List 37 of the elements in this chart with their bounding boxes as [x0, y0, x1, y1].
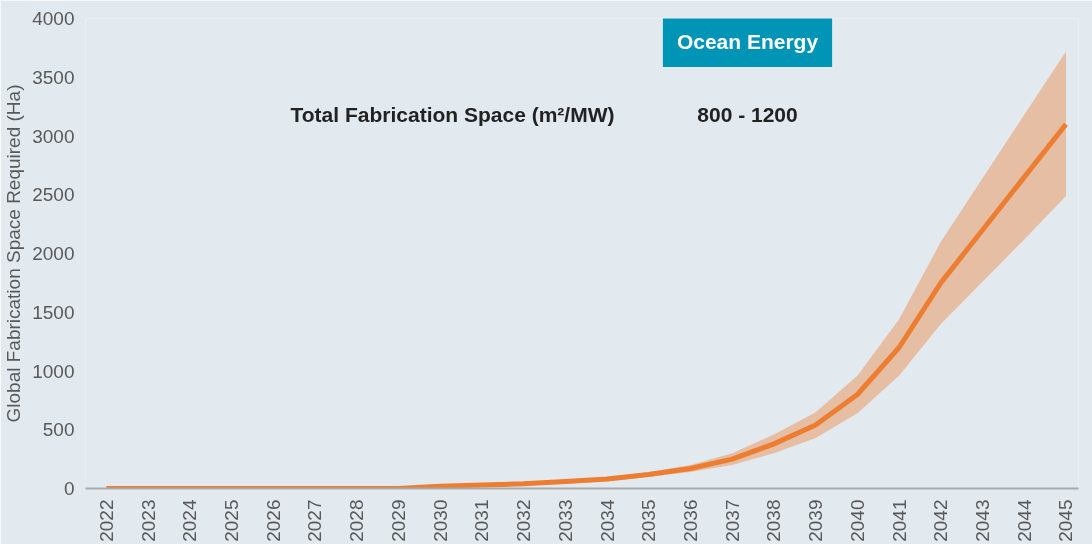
y-tick-label: 1000 [32, 360, 75, 382]
x-tick-label: 2026 [262, 499, 284, 542]
y-tick-label: 3000 [32, 125, 75, 147]
x-tick-label: 2044 [1013, 499, 1035, 542]
x-tick-label: 2035 [638, 499, 660, 542]
x-tick-label: 2045 [1055, 499, 1077, 542]
y-tick-label: 1500 [32, 301, 75, 323]
x-tick-label: 2023 [137, 499, 159, 542]
y-tick-label: 4000 [32, 8, 75, 29]
x-tick-label: 2031 [471, 499, 493, 542]
y-axis-title: Global Fabrication Space Required (Ha) [3, 84, 25, 423]
x-tick-label: 2040 [846, 499, 868, 542]
x-tick-label: 2043 [972, 499, 994, 542]
annotation: 800 - 1200 [697, 103, 798, 126]
annotation: Ocean Energy [676, 30, 819, 53]
x-tick-label: 2041 [888, 499, 910, 542]
x-tick-label: 2032 [513, 499, 535, 542]
x-tick-label: 2038 [763, 499, 785, 542]
x-tick-label: 2024 [179, 499, 201, 542]
y-tick-label: 500 [42, 419, 75, 441]
x-tick-label: 2037 [721, 499, 743, 542]
x-tick-label: 2027 [304, 499, 326, 542]
y-tick-label: 2500 [32, 184, 75, 206]
x-tick-label: 2029 [387, 499, 409, 542]
y-tick-label: 2000 [32, 243, 75, 264]
x-tick-label: 2025 [221, 499, 243, 542]
y-tick-label: 0 [63, 478, 75, 499]
x-tick-label: 2022 [95, 499, 117, 542]
x-tick-label: 2039 [805, 499, 827, 542]
annotation: Total Fabrication Space (m²/MW) [290, 103, 615, 126]
x-tick-label: 2036 [679, 499, 701, 542]
y-tick-label: 3500 [32, 66, 75, 88]
x-tick-label: 2030 [429, 499, 451, 542]
x-tick-label: 2034 [596, 499, 618, 542]
x-tick-label: 2028 [346, 499, 368, 542]
x-tick-label: 2042 [930, 499, 952, 542]
x-tick-label: 2033 [554, 499, 576, 542]
